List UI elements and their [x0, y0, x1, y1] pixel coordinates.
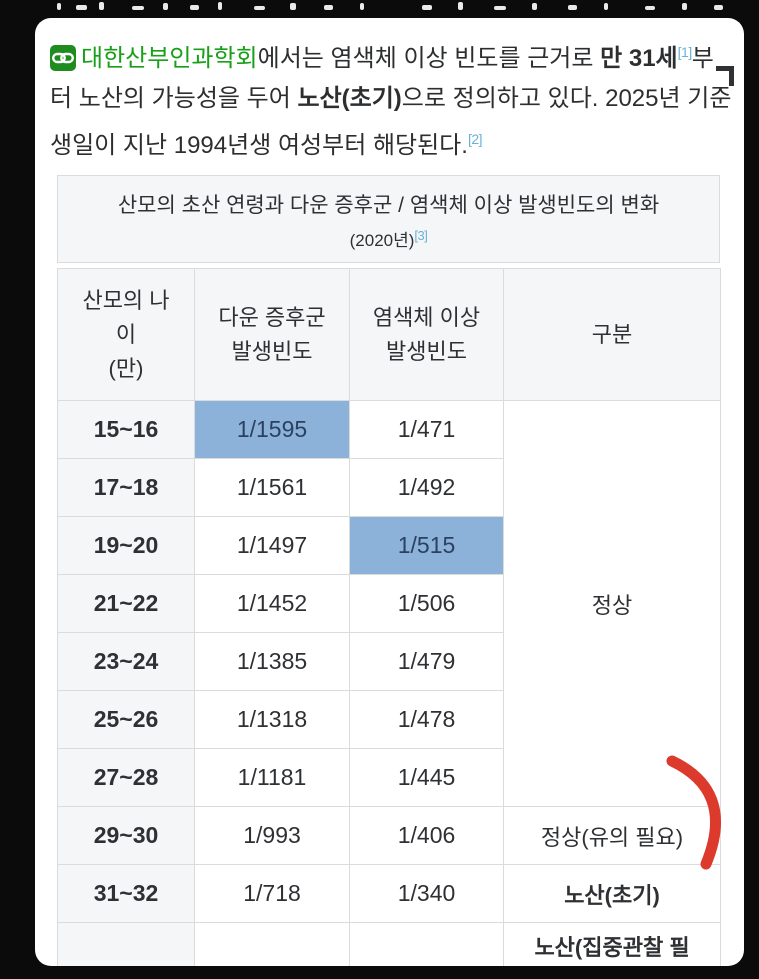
table-caption: 산모의 초산 연령과 다운 증후군 / 염색체 이상 발생빈도의 변화 (202… — [57, 175, 720, 263]
text-fragment — [682, 3, 687, 10]
text-fragment — [360, 3, 364, 10]
text-fragment — [190, 5, 199, 10]
category-cell-merged: 정상 — [503, 400, 721, 807]
text-fragment — [57, 3, 61, 10]
text-fragment — [422, 5, 432, 10]
table-caption-year: (2020년)[3] — [58, 222, 719, 255]
text-fragment — [132, 6, 144, 10]
age-cell — [57, 922, 195, 966]
table-row: 15~16 1/1595 1/471 정상 — [57, 400, 721, 807]
header-row: 산모의 나이 (만) 다운 증후군 발생빈도 염색체 이상 발생빈도 구분 — [57, 268, 721, 401]
table-row: 31~32 1/718 1/340 노산(초기) — [57, 864, 721, 923]
down-syndrome-rate-cell-highlighted: 1/1595 — [194, 400, 350, 459]
chromosome-rate-cell: 1/471 — [349, 400, 504, 459]
age-cell: 31~32 — [57, 864, 195, 923]
text-fragment — [714, 5, 723, 10]
text-fragment — [163, 3, 168, 10]
header-category: 구분 — [503, 268, 721, 401]
text-fragment — [76, 5, 87, 10]
age-cell: 15~16 — [57, 400, 195, 459]
text-fragment — [324, 5, 333, 10]
text-fragment — [645, 6, 655, 10]
text-fragment — [604, 3, 608, 10]
bold-term: 노산(초기) — [297, 85, 402, 112]
category-cell: 노산(집중관찰 필 — [503, 922, 721, 966]
header-chromosome: 염색체 이상 발생빈도 — [349, 268, 504, 401]
age-cell: 25~26 — [57, 690, 195, 749]
down-syndrome-rate-cell — [194, 922, 350, 966]
chromosome-rate-cell — [349, 922, 504, 966]
down-syndrome-rate-cell: 1/1561 — [194, 458, 350, 517]
chromosome-rate-cell: 1/445 — [349, 748, 504, 807]
footnote-ref-3[interactable]: [3] — [414, 228, 428, 243]
age-cell: 17~18 — [57, 458, 195, 517]
down-syndrome-rate-cell: 1/993 — [194, 806, 350, 865]
intro-paragraph: 대한산부인과학회에서는 염색체 이상 빈도를 근거로 만 31세[1]부터 노산… — [50, 32, 734, 166]
table-row: 17~18 1/1561 1/492 — [57, 458, 721, 517]
crop-artifact-mark — [716, 66, 734, 86]
text-fragment — [568, 5, 577, 10]
chromosome-rate-cell: 1/406 — [349, 806, 504, 865]
down-syndrome-rate-cell: 1/718 — [194, 864, 350, 923]
chromosome-rate-cell: 1/506 — [349, 574, 504, 633]
chromosome-rate-cell: 1/492 — [349, 458, 504, 517]
chromosome-rate-cell: 1/340 — [349, 864, 504, 923]
down-syndrome-rate-cell: 1/1318 — [194, 690, 350, 749]
age-cell: 19~20 — [57, 516, 195, 575]
caption-year-text: (2020년) — [349, 231, 415, 250]
category-cell: 노산(초기) — [503, 864, 721, 923]
category-cell: 정상(유의 필요) — [503, 806, 721, 865]
chromosome-rate-cell: 1/478 — [349, 690, 504, 749]
text-fragment — [218, 2, 222, 10]
table-caption-title: 산모의 초산 연령과 다운 증후군 / 염색체 이상 발생빈도의 변화 — [117, 194, 660, 217]
age-cell: 27~28 — [57, 748, 195, 807]
table-row: 19~20 1/1497 1/515 — [57, 516, 721, 575]
footnote-ref-1[interactable]: [1] — [677, 44, 693, 60]
text-fragment — [290, 3, 296, 10]
text-fragment — [458, 2, 463, 10]
down-syndrome-rate-cell: 1/1181 — [194, 748, 350, 807]
footnote-ref-2[interactable]: [2] — [467, 131, 483, 147]
incidence-table: 산모의 나이 (만) 다운 증후군 발생빈도 염색체 이상 발생빈도 구분 15… — [57, 268, 721, 966]
paragraph-text: 으로 정의하고 있다. 2025년 기준 생일이 지난 1994년생 여성부터 … — [50, 85, 732, 159]
header-down-syndrome: 다운 증후군 발생빈도 — [194, 268, 350, 401]
table-row: 29~30 1/993 1/406 정상(유의 필요) — [57, 806, 721, 865]
chromosome-rate-cell: 1/479 — [349, 632, 504, 691]
society-link[interactable]: 대한산부인과학회 — [81, 45, 258, 72]
table-row-clipped: 노산(집중관찰 필 — [57, 922, 721, 966]
text-fragment — [532, 3, 537, 10]
article-card: 대한산부인과학회에서는 염색체 이상 빈도를 근거로 만 31세[1]부터 노산… — [35, 18, 744, 966]
header-age: 산모의 나이 (만) — [57, 268, 195, 401]
text-fragment — [99, 2, 104, 10]
external-link-chain-icon — [50, 45, 76, 71]
age-cell: 21~22 — [57, 574, 195, 633]
down-syndrome-rate-cell: 1/1497 — [194, 516, 350, 575]
text-fragment — [494, 6, 506, 10]
age-cell: 29~30 — [57, 806, 195, 865]
bold-age-threshold: 만 31세 — [600, 45, 678, 72]
table-row: 25~26 1/1318 1/478 — [57, 690, 721, 749]
paragraph-text: 에서는 염색체 이상 빈도를 근거로 — [257, 45, 601, 72]
chromosome-rate-cell-highlighted: 1/515 — [349, 516, 504, 575]
down-syndrome-rate-cell: 1/1385 — [194, 632, 350, 691]
table-row: 23~24 1/1385 1/479 — [57, 632, 721, 691]
paragraph-text: 부터 노산의 가능성을 두어 — [50, 45, 714, 112]
text-fragment — [254, 6, 265, 10]
down-syndrome-rate-cell: 1/1452 — [194, 574, 350, 633]
age-cell: 23~24 — [57, 632, 195, 691]
statistics-table: 산모의 초산 연령과 다운 증후군 / 염색체 이상 발생빈도의 변화 (202… — [57, 175, 721, 966]
